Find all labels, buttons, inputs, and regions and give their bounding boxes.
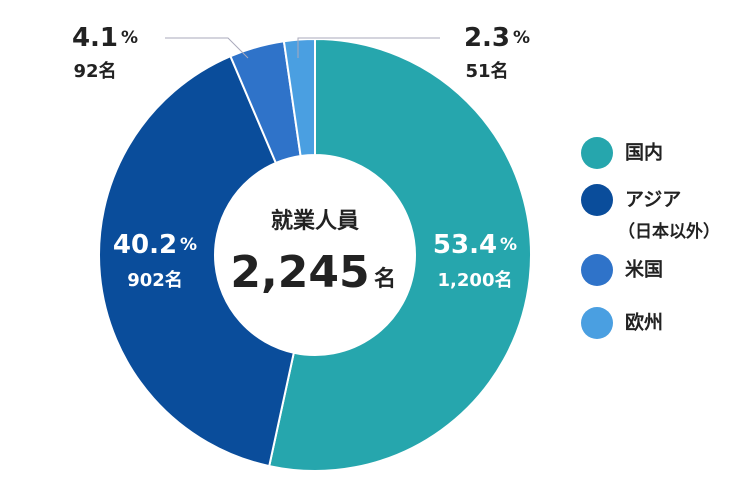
donut-slice: [268, 37, 532, 472]
donut-slice: [98, 54, 295, 468]
legend-swatch: [581, 254, 613, 286]
count-label: 1,200名: [438, 269, 513, 291]
value-label: 4.1%: [72, 23, 138, 53]
leader-line: [165, 37, 249, 59]
value-number: 4.1: [72, 23, 118, 53]
value-number: 40.2: [113, 230, 177, 260]
legend-label: アジア: [625, 189, 681, 211]
legend-swatch: [581, 137, 613, 169]
legend-label: 米国: [625, 258, 663, 281]
leader-line: [297, 37, 440, 58]
value-unit: %: [513, 28, 530, 48]
legend-note: （日本以外）: [618, 221, 720, 242]
center-label: 就業人員: [271, 208, 359, 234]
value-unit: %: [121, 28, 138, 48]
legend-label: 国内: [625, 141, 663, 164]
count-label: 902名: [127, 269, 183, 291]
value-label: 40.2%: [113, 230, 197, 260]
value-number: 2.3: [464, 23, 510, 53]
legend-label: 欧州: [625, 311, 663, 334]
legend-swatch: [581, 184, 613, 216]
value-unit: %: [500, 235, 517, 255]
value-label: 2.3%: [464, 23, 530, 53]
total-label: 2,245: [230, 247, 369, 298]
count-label: 51名: [465, 60, 508, 82]
total-unit: 名: [374, 266, 396, 292]
legend-swatch: [581, 307, 613, 339]
value-unit: %: [180, 235, 197, 255]
value-number: 53.4: [433, 230, 497, 260]
donut-slice: [282, 37, 316, 158]
count-label: 92名: [73, 60, 116, 82]
value-label: 53.4%: [433, 230, 517, 260]
